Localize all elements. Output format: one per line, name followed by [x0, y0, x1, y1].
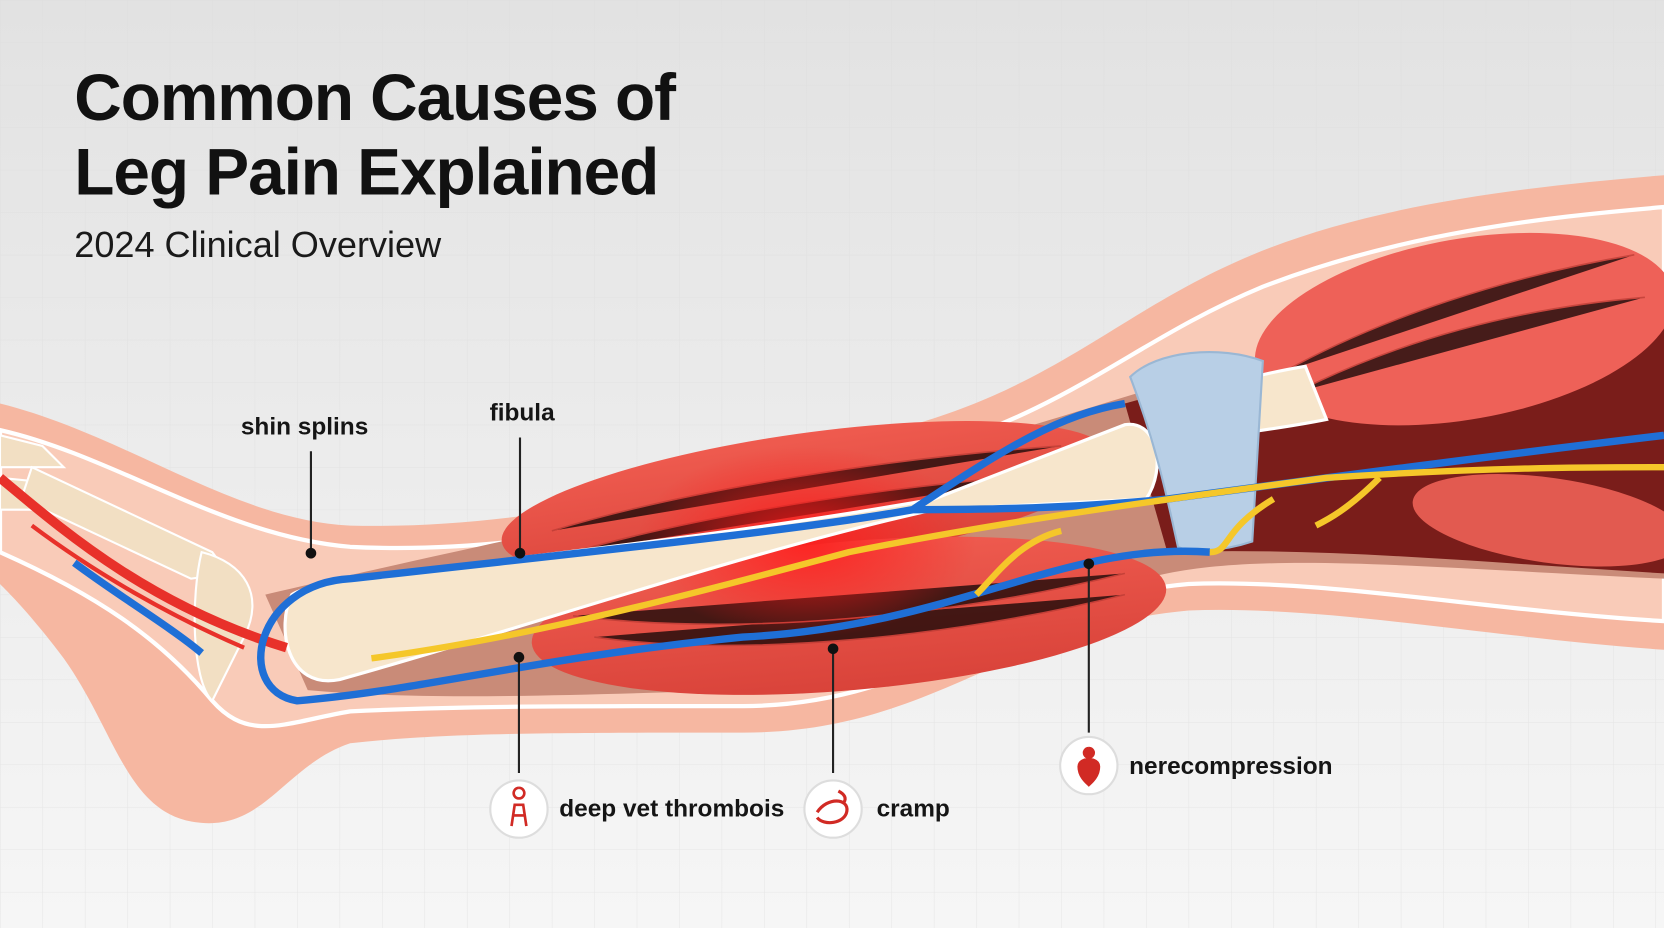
artery — [30, 523, 245, 650]
icon — [489, 779, 549, 839]
title-line: Common Causes of — [74, 60, 677, 134]
icon-glyph — [815, 789, 849, 825]
icon — [803, 779, 863, 839]
artery — [0, 474, 288, 653]
leader-dot — [305, 547, 317, 559]
label: deep vet thrombois — [559, 796, 784, 823]
leader-dot — [1083, 558, 1095, 570]
leader-dot — [513, 651, 525, 663]
nerve — [371, 463, 1664, 662]
icon-glyph — [510, 786, 528, 827]
leader-dot — [827, 643, 839, 655]
title-line: Leg Pain Explained — [74, 134, 658, 208]
label: nerecompression — [1129, 753, 1332, 780]
label: shin splins — [241, 413, 368, 440]
icon-glyph — [1077, 746, 1101, 787]
label: fibula — [490, 399, 555, 426]
leader-dot — [514, 547, 526, 559]
thigh-muscle — [1412, 474, 1664, 567]
label: cramp — [877, 796, 950, 823]
subtitle: 2024 Clinical Overview — [74, 224, 442, 265]
